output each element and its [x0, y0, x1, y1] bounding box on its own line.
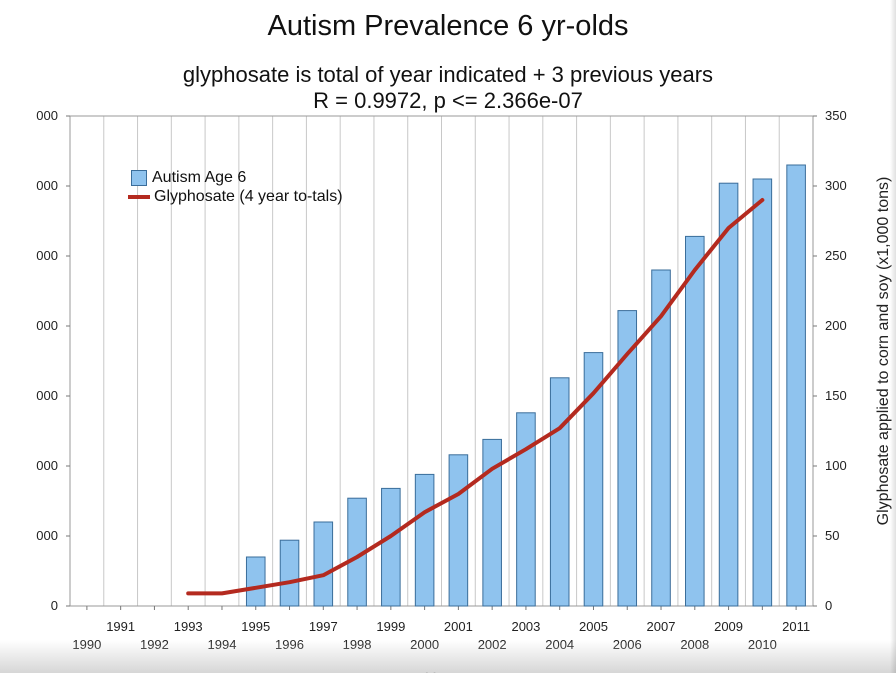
line-point — [389, 534, 393, 538]
line-point — [490, 467, 494, 471]
x-tick-label: 2005 — [579, 619, 608, 634]
bar — [718, 182, 739, 607]
line-point — [659, 314, 663, 318]
left-tick-label: 000 — [36, 528, 58, 543]
right-axis-label: Glyphosate applied to corn and soy (x1,0… — [875, 177, 892, 526]
bar — [685, 235, 705, 607]
line-point — [456, 492, 460, 496]
bar — [651, 269, 671, 607]
left-tick-label: 000 — [36, 108, 58, 123]
bar — [245, 556, 266, 607]
bar — [549, 377, 570, 607]
legend-item-glyphosate: Glyphosate (4 year to-tals) — [128, 187, 358, 206]
x-tick-label: 1993 — [174, 619, 203, 634]
bar — [313, 521, 334, 607]
glyphosate-line — [186, 198, 765, 596]
x-tick-label: 2011 — [782, 619, 810, 634]
bar — [381, 487, 401, 607]
legend-label-glyphosate: Glyphosate (4 year to-tals) — [154, 188, 343, 205]
left-tick-label: 000 — [36, 318, 58, 333]
legend-bar-swatch — [131, 170, 147, 186]
x-tick-label: 1997 — [309, 619, 338, 634]
x-tick-label: 2003 — [511, 619, 540, 634]
edge-shade — [890, 0, 896, 673]
right-tick-label: 300 — [825, 178, 847, 193]
line-point — [760, 198, 764, 202]
bar — [516, 412, 536, 607]
chart-title: Autism Prevalence 6 yr-olds — [267, 10, 629, 42]
line-point — [625, 352, 629, 356]
x-tick-label: 1995 — [241, 619, 270, 634]
right-tick-label: 100 — [825, 458, 847, 473]
line-point — [186, 591, 190, 595]
chart-subtitle: glyphosate is total of year indicated + … — [182, 62, 714, 87]
line-point — [693, 268, 697, 272]
line-point — [423, 510, 427, 514]
right-tick-label: 50 — [825, 528, 839, 543]
x-tick-label: 2009 — [714, 619, 743, 634]
line-point — [254, 586, 258, 590]
right-tick-label: 200 — [825, 318, 847, 333]
line-point — [321, 573, 325, 577]
legend-label-autism: Autism Age 6 — [152, 169, 247, 186]
bar — [583, 352, 604, 607]
left-tick-label: 000 — [36, 248, 58, 263]
right-tick-label: 0 — [825, 598, 832, 613]
bar — [414, 473, 435, 607]
x-tick-label: 1999 — [376, 619, 405, 634]
line-point — [591, 391, 595, 395]
right-tick-label: 350 — [825, 108, 847, 123]
right-tick-label: 150 — [825, 388, 847, 403]
bar — [752, 178, 773, 607]
line-point — [355, 555, 359, 559]
line-point — [220, 591, 224, 595]
bar — [448, 454, 469, 607]
left-tick-label: 000 — [36, 178, 58, 193]
legend: Autism Age 6 Glyphosate (4 year to-tals) — [128, 168, 358, 206]
right-tick-label: 250 — [825, 248, 847, 263]
bar — [482, 438, 502, 607]
x-tick-label: 2007 — [647, 619, 676, 634]
left-tick-label: 0 — [51, 598, 58, 613]
legend-line-swatch — [128, 195, 150, 199]
video-footer-fade — [0, 640, 896, 673]
line-point — [727, 226, 731, 230]
plot-border — [69, 115, 814, 607]
legend-item-autism: Autism Age 6 — [128, 168, 358, 187]
line-point — [558, 426, 562, 430]
line-point — [288, 580, 292, 584]
left-tick-label: 000 — [36, 388, 58, 403]
line-point — [524, 447, 528, 451]
x-tick-label: 1991 — [106, 619, 135, 634]
bar — [279, 539, 300, 607]
x-tick-label: 2001 — [444, 619, 473, 634]
correlation-stat: R = 0.9972, p <= 2.366e-07 — [313, 88, 583, 113]
left-tick-label: 000 — [36, 458, 58, 473]
bar — [786, 164, 806, 607]
bar — [617, 310, 638, 607]
